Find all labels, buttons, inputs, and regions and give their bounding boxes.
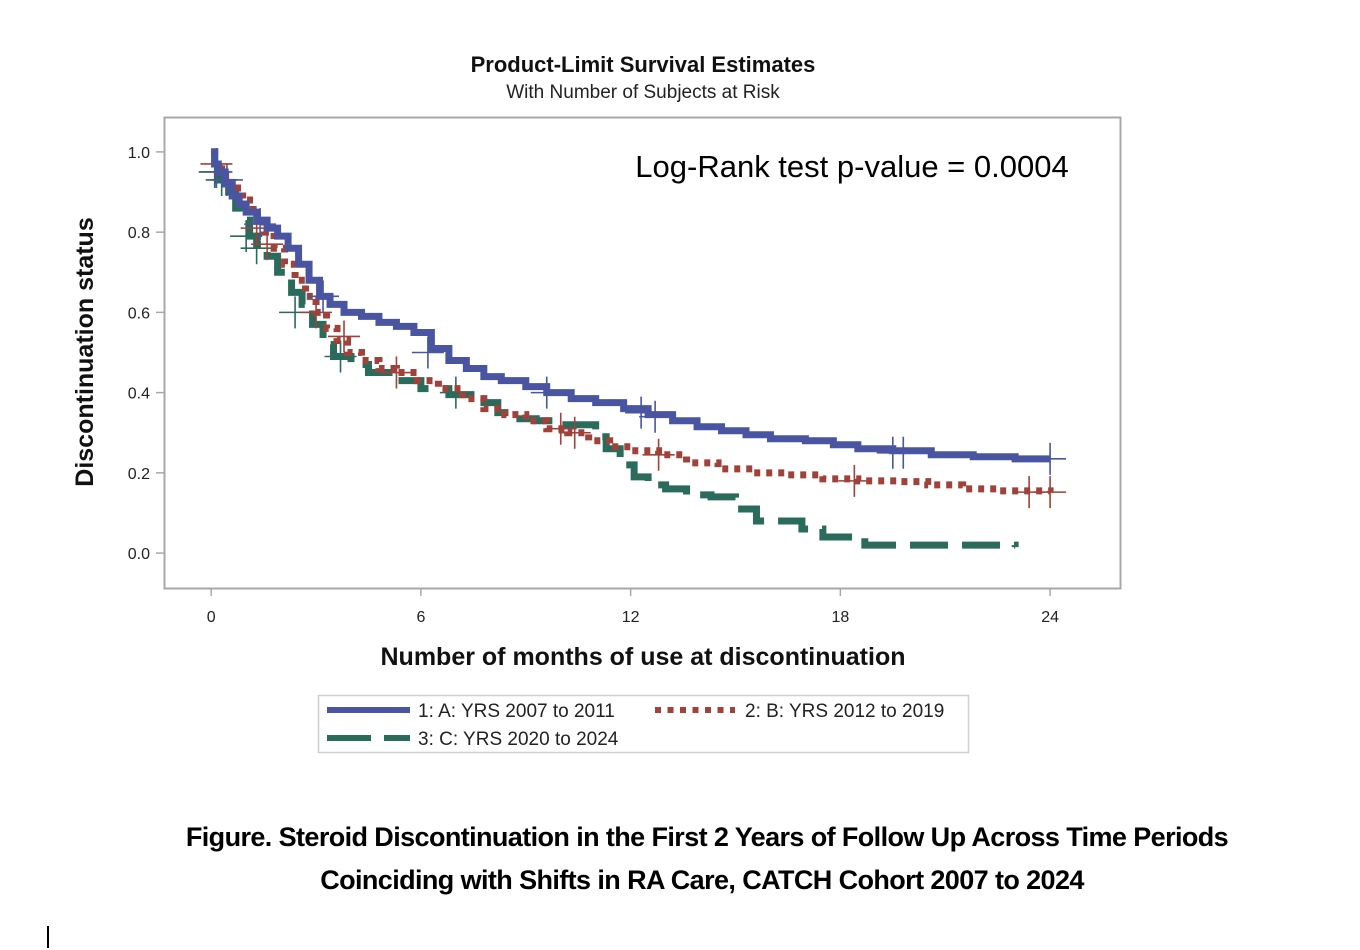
- censor-mark: [544, 412, 577, 445]
- chart-subtitle: With Number of Subjects at Risk: [506, 82, 780, 103]
- censor-mark: [639, 400, 672, 433]
- series-line: [211, 148, 1051, 463]
- x-axis: 0 6 12 18 24: [207, 588, 1059, 626]
- y-tick-label: 0.0: [128, 546, 150, 563]
- censor-mark: [625, 396, 658, 429]
- legend-item-3: 3: C: YRS 2020 to 2024: [327, 729, 619, 750]
- x-tick-label: 6: [416, 609, 425, 626]
- legend-label: 3: C: YRS 2020 to 2024: [418, 729, 619, 750]
- y-axis-label: Discontinuation status: [71, 217, 99, 486]
- series-layer: [198, 147, 1067, 549]
- legend-item-1: 1: A: YRS 2007 to 2011: [327, 701, 615, 722]
- censor-mark: [530, 376, 563, 409]
- censor-mark: [1034, 442, 1067, 475]
- y-tick-label: 0.8: [128, 225, 150, 242]
- text-cursor: [47, 926, 49, 948]
- x-tick-label: 0: [207, 609, 216, 626]
- x-axis-label: Number of months of use at discontinuati…: [381, 643, 906, 671]
- chart-title: Product-Limit Survival Estimates: [471, 52, 816, 77]
- y-tick-label: 0.6: [128, 305, 150, 322]
- censor-mark: [324, 340, 357, 373]
- censor-mark: [328, 320, 361, 353]
- censor-mark: [887, 436, 920, 469]
- censor-mark: [380, 356, 413, 389]
- series-1: [200, 148, 1067, 475]
- y-axis: 0.0 0.2 0.4 0.6 0.8 1.0: [128, 145, 164, 563]
- censor-mark: [838, 464, 871, 497]
- y-tick-label: 1.0: [128, 145, 150, 162]
- censor-mark: [439, 376, 472, 409]
- x-tick-label: 24: [1041, 609, 1059, 626]
- censor-mark: [1034, 476, 1067, 509]
- log-rank-annotation: Log-Rank test p-value = 0.0004: [635, 149, 1068, 184]
- figure-caption-line-2: Coinciding with Shifts in RA Care, CATCH…: [320, 865, 1084, 895]
- censor-mark: [244, 208, 277, 241]
- legend-label: 2: B: YRS 2012 to 2019: [745, 701, 944, 722]
- censor-mark: [411, 336, 444, 369]
- x-tick-label: 12: [622, 609, 640, 626]
- legend: 1: A: YRS 2007 to 2011 2: B: YRS 2012 to …: [317, 694, 970, 754]
- legend-frame: [317, 694, 970, 754]
- y-tick-label: 0.2: [128, 466, 150, 483]
- plot-frame: [163, 116, 1122, 590]
- legend-label: 1: A: YRS 2007 to 2011: [418, 701, 615, 722]
- censor-mark: [307, 280, 340, 313]
- legend-item-2: 2: B: YRS 2012 to 2019: [655, 701, 944, 722]
- censor-mark: [210, 163, 243, 196]
- y-tick-label: 0.4: [128, 386, 150, 403]
- censor-mark: [642, 438, 675, 471]
- censor-mark: [251, 228, 284, 261]
- censor-mark: [300, 296, 333, 329]
- figure-caption-line-1: Figure. Steroid Discontinuation in the F…: [185, 822, 1229, 852]
- x-tick-label: 18: [831, 609, 849, 626]
- censor-mark: [558, 416, 591, 449]
